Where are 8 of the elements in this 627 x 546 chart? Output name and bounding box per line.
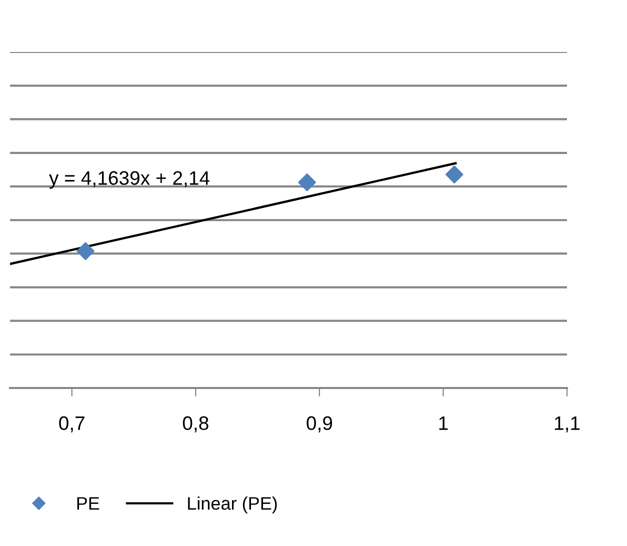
x-tick-label: 1 — [439, 416, 448, 430]
x-tick-label: 1,1 — [554, 416, 580, 432]
x-tick-label: 0,8 — [182, 416, 208, 432]
x-tick-label: 0,7 — [59, 416, 84, 432]
legend-label: PE — [77, 497, 100, 510]
legend-label: Linear (PE) — [188, 496, 277, 514]
x-tick-label: 0,9 — [306, 416, 332, 432]
annotation: y = 4,1639x + 2,14 — [49, 171, 210, 189]
